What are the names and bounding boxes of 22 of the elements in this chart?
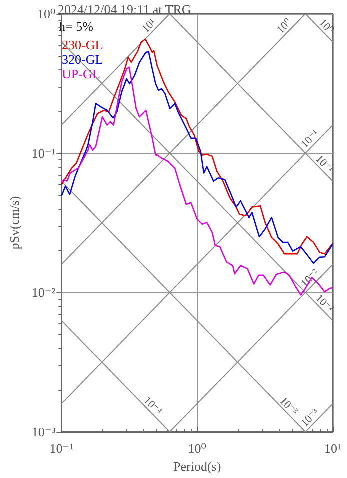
y-axis-title: pSv(cm/s) bbox=[7, 196, 22, 250]
text: 10⁻¹ bbox=[313, 153, 336, 176]
x-tick-label: 10⁻¹ bbox=[50, 441, 74, 456]
text: 10⁻³ bbox=[277, 395, 300, 418]
text: 10⁻⁴ bbox=[141, 394, 164, 418]
y-tick-label: 10⁰ bbox=[37, 6, 56, 22]
text: 10⁻² bbox=[313, 292, 336, 316]
text: 10⁻³ bbox=[299, 406, 322, 430]
y-tick-label: 10⁻² bbox=[32, 285, 56, 300]
y-tick-label: 10⁻³ bbox=[32, 424, 56, 440]
text: 10⁰ bbox=[274, 16, 295, 36]
series-label: UP-GL bbox=[62, 66, 100, 82]
x-axis-title: Period(s) bbox=[173, 459, 222, 474]
x-tick-label: 10¹ bbox=[324, 441, 342, 456]
series-label: 230-GL bbox=[62, 38, 104, 52]
text: 10⁻¹ bbox=[299, 128, 322, 151]
text: 10⁰ bbox=[316, 17, 336, 37]
text: 10¹ bbox=[140, 16, 159, 36]
x-tick-label: 10⁰ bbox=[188, 441, 206, 456]
chart-title: 2024/12/04 19:11 at TRG bbox=[58, 2, 192, 17]
y-tick-label: 10⁻¹ bbox=[32, 146, 56, 161]
text: 320-GL bbox=[62, 52, 104, 67]
